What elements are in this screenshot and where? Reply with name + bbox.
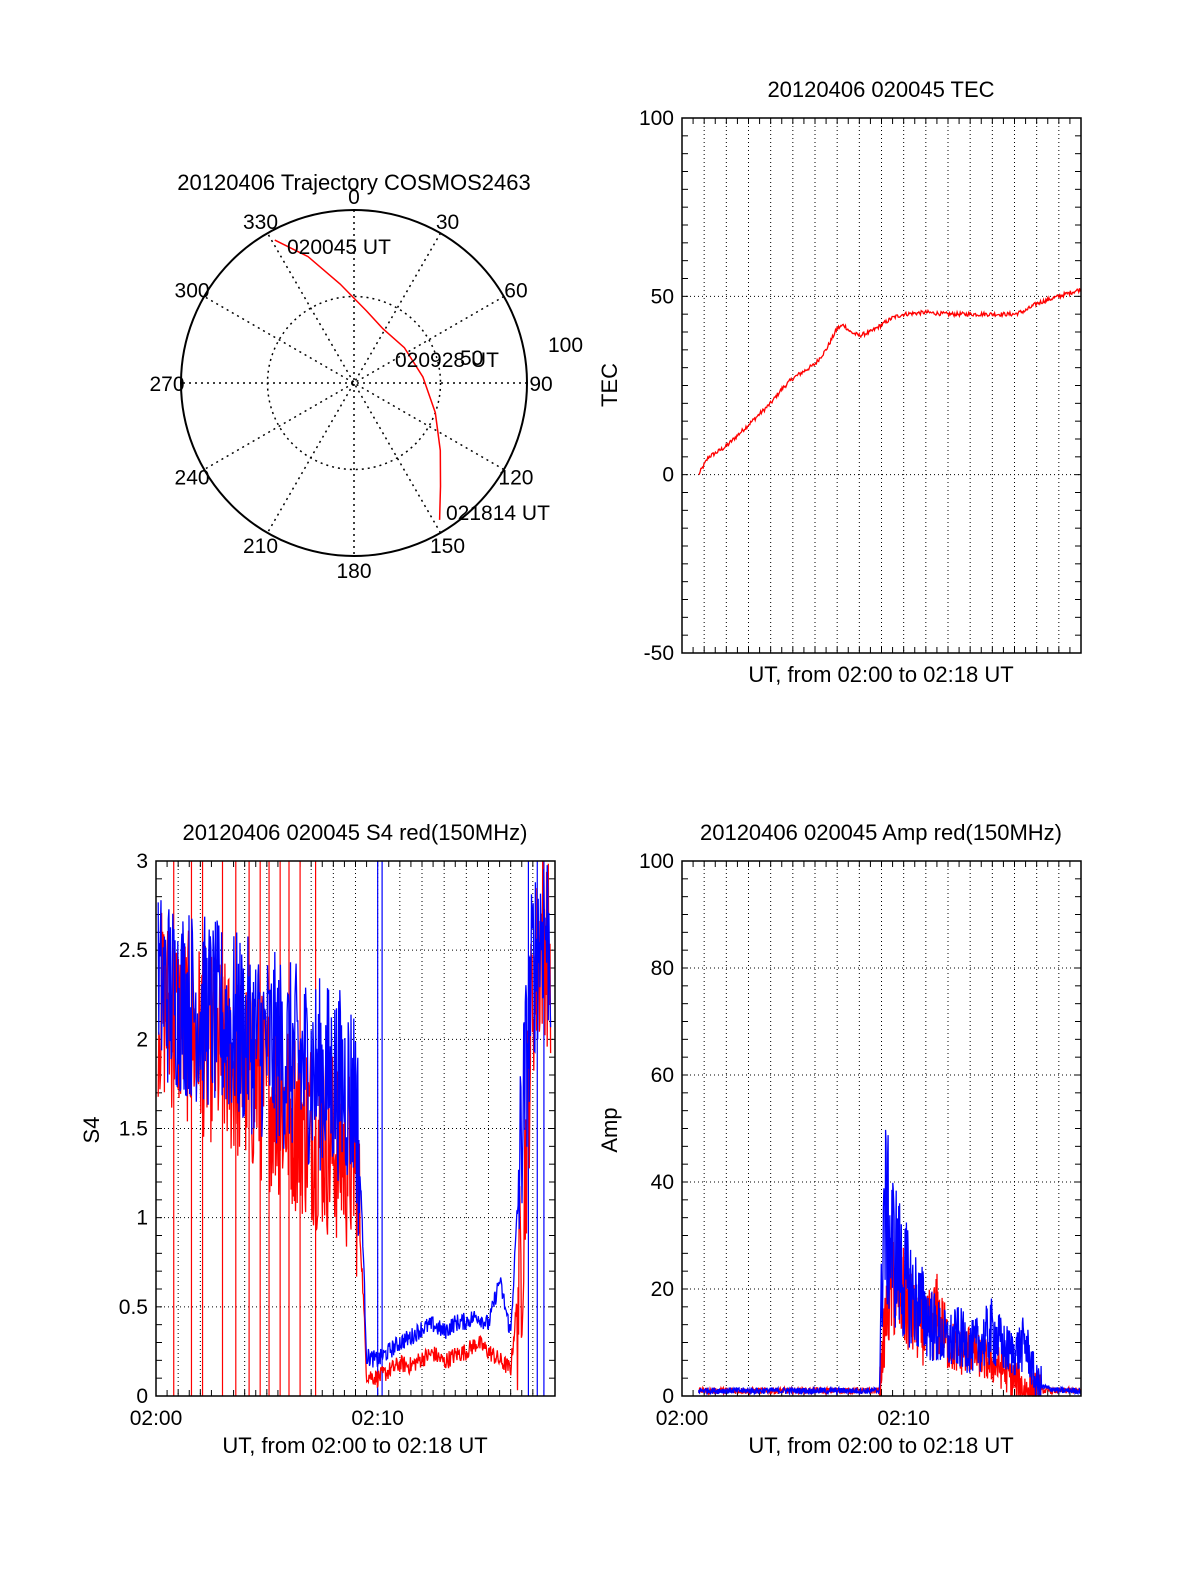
polar-azimuth-label-150: 150: [430, 535, 465, 558]
polar-azimuth-labels: 0 30 60 90 120 150 180 210 240 270 300 330: [149, 186, 552, 583]
polar-mid-annotation: 020928 UT: [395, 349, 499, 372]
amp-grid: [682, 861, 1081, 1396]
polar-spoke-30: [266, 232, 442, 534]
polar-azimuth-label-330: 330: [243, 211, 278, 234]
polar-azimuth-label-240: 240: [175, 467, 210, 490]
tec-ytick-label: 100: [639, 107, 674, 130]
amp-ytick-label: 60: [651, 1064, 674, 1087]
polar-spoke-60: [203, 295, 505, 471]
polar-azimuth-label-30: 30: [436, 211, 459, 234]
amp-y-tick-labels: 0 20 40 60 80 100: [639, 850, 674, 1408]
tec-title: 20120406 020045 TEC: [767, 77, 994, 102]
s4-axes-frame: [155, 860, 556, 1397]
tec-axes-frame: [681, 117, 1082, 654]
tec-y-tick-labels: -50 0 50 100: [639, 107, 674, 665]
s4-ytick-label: 0.5: [119, 1296, 148, 1319]
s4-ytick-label: 0: [136, 1385, 148, 1408]
s4-grid: [156, 861, 555, 1396]
tec-ytick-label: 0: [662, 464, 674, 487]
polar-azimuth-label-90: 90: [529, 373, 552, 396]
polar-spoke-120: [203, 295, 505, 471]
amp-ytick-label: 0: [662, 1385, 674, 1408]
s4-ytick-label: 3: [136, 850, 148, 873]
amp-ytick-label: 100: [639, 850, 674, 873]
s4-xlabel: UT, from 02:00 to 02:18 UT: [222, 1433, 487, 1458]
polar-title: 20120406 Trajectory COSMOS2463: [177, 170, 530, 195]
tec-ylabel: TEC: [597, 363, 622, 407]
s4-xtick-label: 02:00: [130, 1407, 183, 1430]
polar-azimuth-label-270: 270: [149, 373, 184, 396]
amp-ytick-label: 80: [651, 957, 674, 980]
s4-xtick-label: 02:10: [351, 1407, 404, 1430]
polar-spokes: [181, 210, 527, 556]
polar-trajectory-line: [274, 239, 442, 520]
polar-inner-circle: [266, 295, 442, 471]
s4-y-tick-labels: 0 0.5 1 1.5 2 2.5 3: [119, 850, 148, 1408]
s4-ytick-label: 2.5: [119, 939, 148, 962]
s4-ytick-label: 1.5: [119, 1118, 148, 1141]
tec-series-line: [698, 288, 1082, 475]
s4-ytick-label: 1: [136, 1207, 148, 1230]
polar-azimuth-label-0: 0: [348, 186, 360, 209]
amp-title: 20120406 020045 Amp red(150MHz): [700, 820, 1062, 845]
polar-spoke-150: [266, 232, 442, 534]
amp-xtick-label: 02:00: [656, 1407, 709, 1430]
polar-azimuth-label-210: 210: [243, 535, 278, 558]
polar-azimuth-label-300: 300: [175, 280, 210, 303]
amp-ylabel: Amp: [597, 1107, 622, 1152]
polar-radial-label-50: 50: [460, 347, 483, 370]
s4-ytick-label: 2: [136, 1028, 148, 1051]
s4-ylabel: S4: [79, 1117, 104, 1144]
amp-x-tick-labels: 02:00 02:10: [656, 1407, 930, 1430]
amp-blue-series-line: [697, 1129, 1082, 1397]
tec-ytick-label: -50: [644, 642, 674, 665]
tec-ytick-label: 50: [651, 285, 674, 308]
polar-radial-label-100: 100: [548, 334, 583, 357]
amp-xlabel: UT, from 02:00 to 02:18 UT: [748, 1433, 1013, 1458]
polar-panel: 20120406 Trajectory COSMOS2463 0 30 60 90 12…: [149, 170, 583, 583]
polar-azimuth-label-120: 120: [498, 467, 533, 490]
s4-panel: 20120406 020045 S4 red(150MHz) 0 0.5 1 1.5 2…: [79, 820, 556, 1458]
amp-axes-frame: [681, 860, 1082, 1397]
amp-xtick-label: 02:10: [877, 1407, 930, 1430]
tec-grid: [682, 118, 1081, 653]
polar-end-annotation: 021814 UT: [446, 502, 550, 525]
polar-start-annotation: 020045 UT: [287, 236, 391, 259]
s4-x-tick-labels: 02:00 02:10: [130, 1407, 404, 1430]
amp-ytick-label: 20: [651, 1278, 674, 1301]
tec-xlabel: UT, from 02:00 to 02:18 UT: [748, 662, 1013, 687]
s4-blue-series-line: [157, 865, 552, 1368]
amp-panel: 20120406 020045 Amp red(150MHz) 0 20 40 60 8…: [597, 820, 1082, 1458]
amp-ytick-label: 40: [651, 1171, 674, 1194]
tec-panel: 20120406 020045 TEC -50 0 50 100 TEC UT, fr…: [597, 77, 1082, 687]
polar-azimuth-label-60: 60: [504, 280, 527, 303]
s4-title: 20120406 020045 S4 red(150MHz): [183, 820, 528, 845]
polar-azimuth-label-180: 180: [336, 560, 371, 583]
